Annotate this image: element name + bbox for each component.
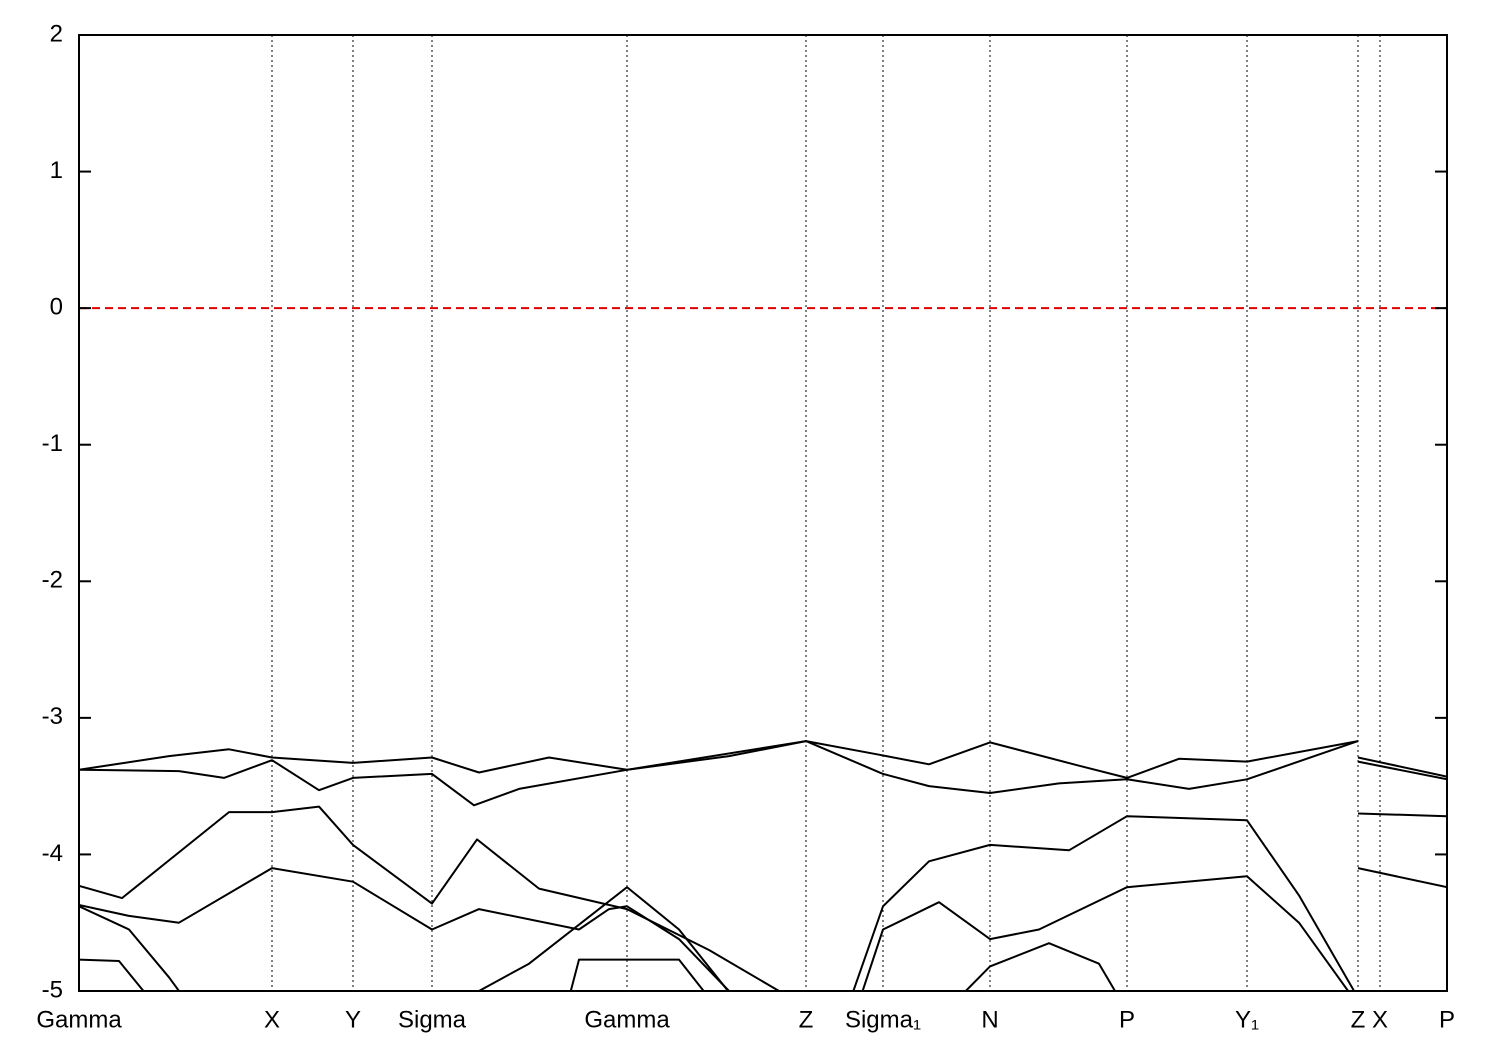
x-tick-label: Gamma	[584, 1006, 670, 1033]
band-line	[79, 740, 1447, 807]
x-tick-label: Y	[345, 1006, 361, 1033]
x-tick-label: Sigma	[398, 1006, 467, 1033]
plot-frame	[78, 34, 1448, 992]
y-tick-label: -3	[42, 703, 63, 730]
y-tick-label: -5	[42, 976, 63, 1003]
x-tick-label: N	[981, 1006, 998, 1033]
band-line	[79, 886, 730, 991]
x-tick-label: Y₁	[1235, 1006, 1259, 1033]
x-tick-label: X	[1372, 1006, 1388, 1033]
x-tick-label: Gamma	[36, 1006, 122, 1033]
y-tick-label: -4	[42, 840, 63, 867]
y-tick-label: 0	[50, 293, 63, 320]
y-tick-label: 2	[50, 20, 63, 47]
band-line	[79, 867, 1447, 991]
x-tick-label: Z	[799, 1006, 814, 1033]
x-tick-label: P	[1439, 1006, 1455, 1033]
band-line	[79, 942, 1117, 991]
x-tick-label: P	[1119, 1006, 1135, 1033]
band-line	[79, 740, 1447, 779]
y-tick-label: -1	[42, 430, 63, 457]
band-line	[79, 805, 1447, 991]
y-tick-label: -2	[42, 567, 63, 594]
plot-area	[79, 35, 1447, 991]
x-tick-label: Sigma₁	[845, 1006, 921, 1033]
y-tick-label: 1	[50, 157, 63, 184]
x-tick-label: X	[264, 1006, 280, 1033]
x-tick-label: Z	[1351, 1006, 1366, 1033]
